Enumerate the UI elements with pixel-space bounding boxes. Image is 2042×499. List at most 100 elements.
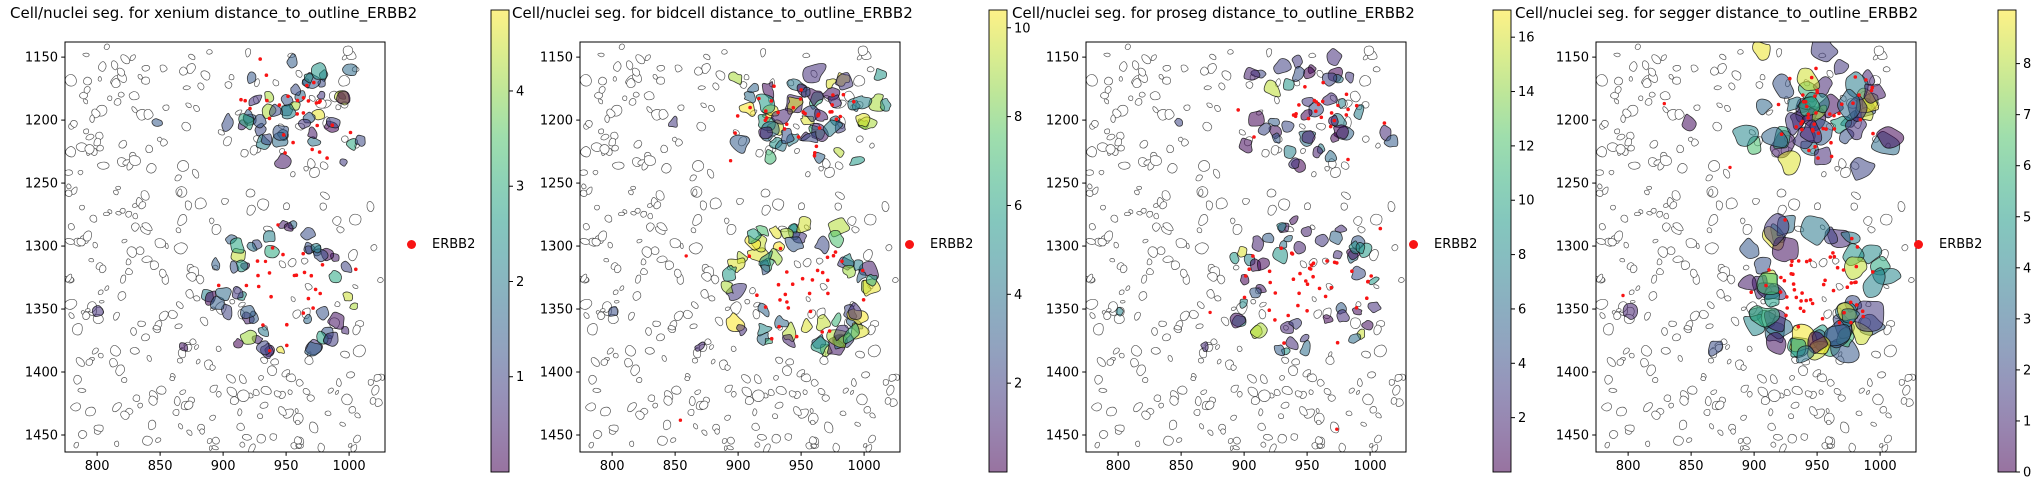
y-tick-label: 1150 [1046, 51, 1079, 66]
y-tick-label: 1200 [540, 114, 573, 129]
y-tick-label: 1350 [540, 303, 573, 318]
x-tick-label: 950 [789, 459, 814, 474]
legend-xenium: ERBB2 [407, 236, 476, 252]
legend-label: ERBB2 [930, 236, 974, 252]
erbb2-marker-icon [407, 239, 416, 249]
y-tick-label: 1350 [1046, 303, 1079, 318]
y-tick-label: 1300 [1046, 240, 1079, 255]
panel-plot-area-bidcell [580, 43, 900, 452]
x-tick-label: 800 [1106, 459, 1131, 474]
x-tick-label: 1000 [848, 459, 881, 474]
x-tick-label: 950 [274, 459, 299, 474]
colorbar-tick-label: 14 [1518, 85, 1535, 100]
x-tick-label: 800 [600, 459, 625, 474]
x-tick-label: 900 [1742, 459, 1767, 474]
x-tick-label: 850 [663, 459, 688, 474]
y-tick-label: 1300 [25, 240, 58, 255]
axes-frame-proseg [1085, 41, 1407, 453]
y-tick-label: 1450 [1556, 428, 1589, 443]
y-tick-label: 1150 [1556, 51, 1589, 66]
x-tick-label: 900 [726, 459, 751, 474]
colorbar-tick-label: 2 [516, 275, 524, 290]
y-tick-label: 1450 [540, 428, 573, 443]
axes-frame-xenium [64, 41, 386, 453]
y-tick-label: 1250 [1046, 177, 1079, 192]
colorbar-tick-label: 3 [2023, 312, 2031, 327]
colorbar-tick-label: 1 [516, 370, 524, 385]
colorbar-tick-label: 4 [2023, 261, 2031, 276]
y-tick-label: 1150 [25, 51, 58, 66]
colorbar-tick-label: 1 [2023, 414, 2031, 429]
y-tick-label: 1200 [25, 114, 58, 129]
x-tick-label: 1000 [333, 459, 366, 474]
y-tick-label: 1200 [1046, 114, 1079, 129]
x-tick-label: 850 [148, 459, 173, 474]
y-tick-label: 1250 [25, 177, 58, 192]
erbb2-marker-icon [1409, 239, 1418, 249]
colorbar-tick-label: 2 [1014, 377, 1022, 392]
colorbar-tick-label: 6 [1014, 199, 1022, 214]
panel-title-segger: Cell/nuclei seg. for segger distance_to_… [1515, 4, 1919, 22]
legend-segger: ERBB2 [1914, 236, 1983, 252]
legend-label: ERBB2 [1939, 236, 1983, 252]
y-tick-label: 1300 [540, 240, 573, 255]
legend-proseg: ERBB2 [1409, 236, 1478, 252]
y-tick-label: 1450 [25, 428, 58, 443]
panel-title-proseg: Cell/nuclei seg. for proseg distance_to_… [1012, 4, 1415, 22]
x-tick-label: 900 [211, 459, 236, 474]
colorbar-xenium [490, 9, 510, 473]
x-tick-label: 900 [1232, 459, 1257, 474]
colorbar-tick-label: 2 [1518, 411, 1526, 426]
y-tick-label: 1400 [540, 366, 573, 381]
legend-bidcell: ERBB2 [905, 236, 974, 252]
panel-plot-area-segger [1596, 42, 1916, 452]
panel-plot-area-xenium [65, 43, 385, 452]
x-tick-label: 800 [1616, 459, 1641, 474]
y-tick-label: 1350 [25, 303, 58, 318]
colorbar-tick-label: 7 [2023, 108, 2031, 123]
y-tick-label: 1450 [1046, 428, 1079, 443]
colorbar-tick-label: 2 [2023, 363, 2031, 378]
y-tick-label: 1350 [1556, 303, 1589, 318]
colorbar-tick-label: 16 [1518, 31, 1535, 46]
y-tick-label: 1250 [1556, 177, 1589, 192]
x-tick-label: 850 [1679, 459, 1704, 474]
colorbar-tick-label: 4 [1518, 357, 1526, 372]
y-tick-label: 1300 [1556, 240, 1589, 255]
y-tick-label: 1150 [540, 51, 573, 66]
colorbar-bidcell [988, 9, 1008, 473]
y-tick-label: 1250 [540, 177, 573, 192]
erbb2-marker-icon [905, 239, 914, 249]
colorbar-tick-label: 12 [1518, 139, 1535, 154]
colorbar-tick-label: 0 [2023, 466, 2031, 481]
y-tick-label: 1400 [25, 366, 58, 381]
legend-label: ERBB2 [1434, 236, 1478, 252]
x-tick-label: 850 [1169, 459, 1194, 474]
colorbar-tick-label: 5 [2023, 210, 2031, 225]
colorbar-segger [1997, 9, 2017, 473]
colorbar-tick-label: 6 [2023, 159, 2031, 174]
axes-frame-bidcell [579, 41, 901, 453]
x-tick-label: 950 [1805, 459, 1830, 474]
erbb2-marker-icon [1914, 239, 1923, 249]
colorbar-tick-label: 10 [1014, 21, 1031, 36]
colorbar-tick-label: 10 [1518, 194, 1535, 209]
colorbar-tick-label: 3 [516, 180, 524, 195]
y-tick-label: 1200 [1556, 114, 1589, 129]
colorbar-tick-label: 4 [516, 84, 524, 99]
panel-title-bidcell: Cell/nuclei seg. for bidcell distance_to… [512, 4, 913, 22]
colorbar-tick-label: 8 [1014, 110, 1022, 125]
panel-title-xenium: Cell/nuclei seg. for xenium distance_to_… [10, 4, 418, 22]
colorbar-tick-label: 8 [2023, 57, 2031, 72]
x-tick-label: 1000 [1864, 459, 1897, 474]
y-tick-label: 1400 [1556, 366, 1589, 381]
x-tick-label: 950 [1295, 459, 1320, 474]
colorbar-tick-label: 4 [1014, 288, 1022, 303]
legend-label: ERBB2 [432, 236, 476, 252]
panel-plot-area-proseg [1086, 43, 1406, 452]
colorbar-tick-label: 8 [1518, 248, 1526, 263]
x-tick-label: 1000 [1354, 459, 1387, 474]
colorbar-tick-label: 6 [1518, 302, 1526, 317]
